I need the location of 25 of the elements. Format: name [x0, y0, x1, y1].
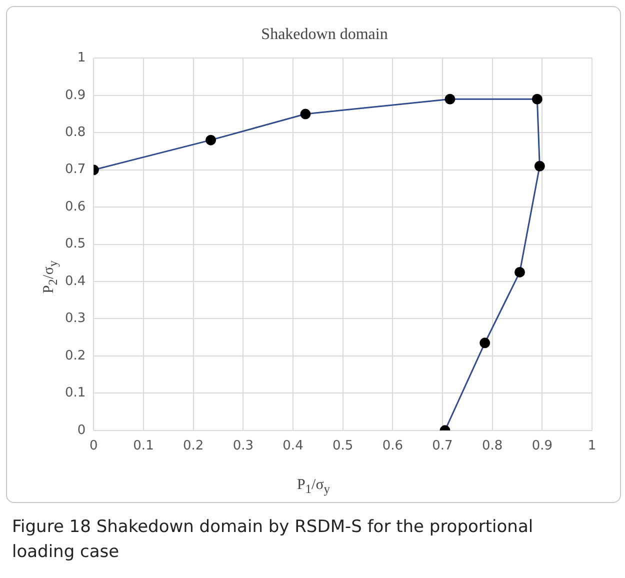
- x-tick-label: 0.3: [232, 438, 254, 454]
- y-tick-label: 1: [77, 50, 86, 66]
- y-tick-label: 0.8: [64, 125, 86, 140]
- x-tick-label: 0: [90, 438, 98, 454]
- y-tick-label: 0: [77, 422, 86, 438]
- y-tick-label: 0.1: [64, 386, 86, 401]
- y-tick-label: 0.9: [64, 88, 86, 103]
- y-tick-label: 0.3: [64, 311, 86, 326]
- y-tick-label: 0.5: [64, 236, 86, 252]
- y-tick-label: 0.2: [64, 348, 86, 364]
- y-tick-label: 0.4: [64, 274, 86, 289]
- y-tick-label: 0.7: [64, 162, 86, 178]
- x-tick-label: 0.4: [282, 438, 304, 454]
- caption: Figure 18 Shakedown domain by RSDM-S for the proportional loading case: [12, 516, 534, 564]
- x-axis-title: P$_{1}$/σ$_{y}$: [296, 477, 332, 497]
- chart-title: Shakedown domain: [261, 26, 388, 43]
- x-tick-label: 0.7: [432, 438, 453, 454]
- x-tick-label: 0.5: [332, 438, 354, 454]
- x-tick-label: 0.6: [382, 438, 404, 454]
- x-tick-label: 0.2: [182, 438, 204, 454]
- y-tick-label: 0.6: [64, 199, 86, 214]
- x-tick-label: 0.1: [133, 438, 154, 454]
- x-tick-label: 0.8: [482, 438, 503, 454]
- x-tick-label: 0.9: [532, 438, 553, 454]
- x-tick-label: 1: [588, 438, 596, 454]
